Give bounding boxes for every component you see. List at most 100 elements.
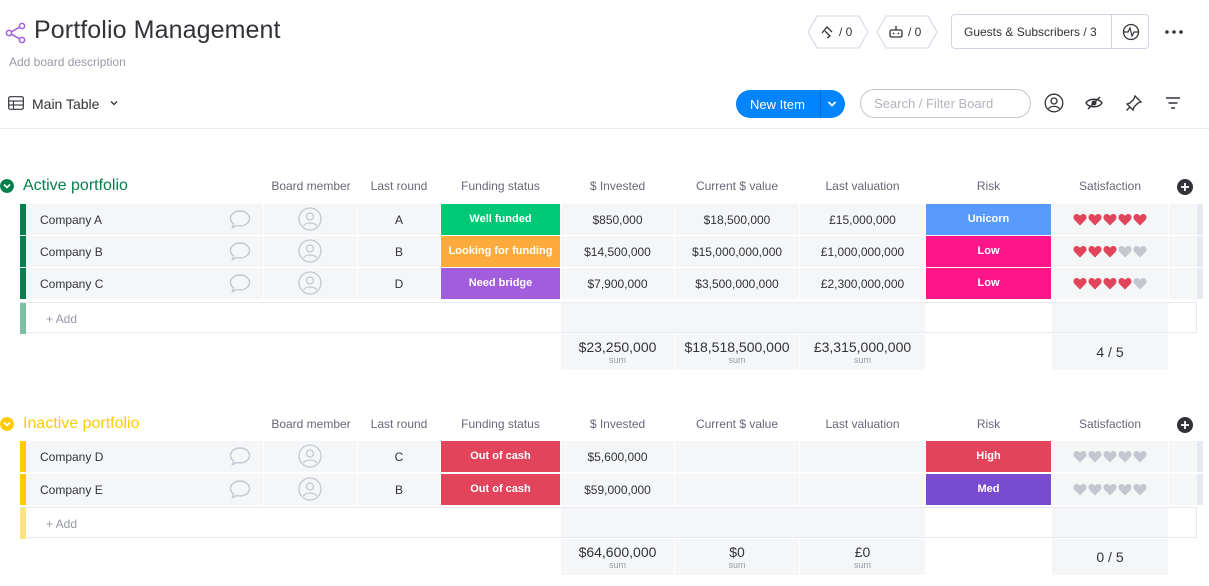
funding-status[interactable]: Need bridge [441, 268, 560, 299]
add-column-icon[interactable] [1177, 179, 1193, 195]
group-title[interactable]: Inactive portfolio [23, 415, 140, 432]
column-header-board-member[interactable]: Board member [271, 179, 351, 193]
invested[interactable]: $59,000,000 [584, 483, 651, 497]
satisfaction-rating[interactable] [1073, 277, 1147, 290]
heart-icon[interactable] [1103, 483, 1117, 496]
table-row[interactable]: Company B B Looking for funding $14,500,… [20, 236, 1203, 268]
risk-status[interactable]: Unicorn [926, 204, 1051, 235]
funding-status[interactable]: Out of cash [441, 474, 560, 505]
satisfaction-rating[interactable] [1073, 450, 1147, 463]
column-header-invested[interactable]: $ Invested [589, 179, 646, 193]
add-column-icon[interactable] [1177, 417, 1193, 433]
board-description[interactable]: Add board description [9, 55, 126, 69]
funding-status[interactable]: Out of cash [441, 441, 560, 472]
heart-icon[interactable] [1118, 213, 1132, 226]
satisfaction-rating[interactable] [1073, 245, 1147, 258]
last-round[interactable]: A [394, 213, 403, 227]
column-header-last-valuation[interactable]: Last valuation [825, 417, 900, 431]
funding-status[interactable]: Looking for funding [441, 236, 560, 267]
heart-icon[interactable] [1088, 450, 1102, 463]
heart-icon[interactable] [1073, 213, 1087, 226]
column-header-satisfaction[interactable]: Satisfaction [1078, 179, 1142, 193]
activity-button[interactable]: / 0 [807, 15, 869, 49]
table-row[interactable]: Company E B Out of cash $59,000,000 Med [20, 474, 1203, 506]
column-header-last-valuation[interactable]: Last valuation [825, 179, 900, 193]
collapse-group-icon[interactable] [0, 179, 14, 193]
heart-icon[interactable] [1133, 245, 1147, 258]
add-item-row[interactable]: + Add [20, 507, 1197, 539]
invested[interactable]: $850,000 [592, 213, 643, 227]
item-name[interactable]: Company A [40, 213, 103, 227]
heart-icon[interactable] [1088, 245, 1102, 258]
satisfaction-rating[interactable] [1073, 213, 1147, 226]
add-item-label[interactable]: + Add [46, 312, 78, 326]
last-round[interactable]: D [394, 277, 404, 291]
satisfaction-rating[interactable] [1073, 483, 1147, 496]
person-avatar-icon[interactable] [298, 477, 322, 501]
column-header-funding-status[interactable]: Funding status [461, 179, 540, 193]
person-icon[interactable] [1044, 93, 1064, 113]
chat-icon[interactable] [229, 273, 251, 293]
heart-icon[interactable] [1103, 213, 1117, 226]
column-header-risk[interactable]: Risk [976, 179, 1001, 193]
last-valuation[interactable]: £1,000,000,000 [820, 245, 905, 259]
heart-icon[interactable] [1118, 245, 1132, 258]
heart-icon[interactable] [1133, 450, 1147, 463]
heart-icon[interactable] [1133, 213, 1147, 226]
chat-icon[interactable] [229, 479, 251, 499]
add-item-label[interactable]: + Add [46, 517, 78, 531]
current-value[interactable]: $15,000,000,000 [691, 245, 783, 259]
last-round[interactable]: B [394, 483, 403, 497]
heart-icon[interactable] [1073, 245, 1087, 258]
more-options-icon[interactable] [1162, 22, 1186, 42]
table-row[interactable]: Company D C Out of cash $5,600,000 High [20, 441, 1203, 473]
heart-icon[interactable] [1073, 483, 1087, 496]
chevron-down-icon[interactable] [108, 97, 120, 109]
column-header-funding-status[interactable]: Funding status [461, 417, 540, 431]
heart-icon[interactable] [1073, 450, 1087, 463]
hide-icon[interactable] [1084, 93, 1104, 113]
integrations-button[interactable]: / 0 [876, 15, 938, 49]
add-item-row[interactable]: + Add [20, 302, 1197, 334]
heart-icon[interactable] [1088, 213, 1102, 226]
invested[interactable]: $14,500,000 [584, 245, 651, 259]
chat-icon[interactable] [229, 241, 251, 261]
last-valuation[interactable]: £2,300,000,000 [820, 277, 905, 291]
risk-status[interactable]: Med [926, 474, 1051, 505]
column-header-invested[interactable]: $ Invested [589, 417, 646, 431]
heart-icon[interactable] [1088, 483, 1102, 496]
heart-icon[interactable] [1118, 483, 1132, 496]
person-avatar-icon[interactable] [298, 444, 322, 468]
column-header-satisfaction[interactable]: Satisfaction [1078, 417, 1142, 431]
chat-icon[interactable] [229, 446, 251, 466]
risk-status[interactable]: Low [926, 268, 1051, 299]
share-icon[interactable] [5, 22, 27, 44]
chat-icon[interactable] [229, 209, 251, 229]
column-header-current-value[interactable]: Current $ value [695, 417, 779, 431]
group-title[interactable]: Active portfolio [23, 177, 128, 194]
filter-icon[interactable] [1163, 93, 1183, 113]
new-item-button[interactable]: New Item [736, 90, 845, 118]
column-header-current-value[interactable]: Current $ value [695, 179, 779, 193]
last-valuation[interactable]: £15,000,000 [829, 213, 896, 227]
last-round[interactable]: C [394, 450, 404, 464]
heart-icon[interactable] [1073, 277, 1087, 290]
invested[interactable]: $5,600,000 [587, 450, 648, 464]
funding-status[interactable]: Well funded [441, 204, 560, 235]
activity-log-icon[interactable] [1122, 23, 1140, 41]
invested[interactable]: $7,900,000 [587, 277, 648, 291]
current-value[interactable]: $18,500,000 [703, 213, 771, 227]
item-name[interactable]: Company B [40, 245, 103, 259]
heart-icon[interactable] [1133, 277, 1147, 290]
search-input[interactable] [860, 89, 1031, 118]
pin-icon[interactable] [1124, 93, 1144, 113]
table-row[interactable]: Company C D Need bridge $7,900,000 $3,50… [20, 268, 1203, 300]
chevron-down-icon[interactable] [826, 98, 838, 110]
risk-status[interactable]: Low [926, 236, 1051, 267]
column-header-last-round[interactable]: Last round [370, 417, 428, 431]
person-avatar-icon[interactable] [298, 271, 322, 295]
column-header-last-round[interactable]: Last round [370, 179, 428, 193]
heart-icon[interactable] [1103, 245, 1117, 258]
heart-icon[interactable] [1133, 483, 1147, 496]
heart-icon[interactable] [1118, 450, 1132, 463]
